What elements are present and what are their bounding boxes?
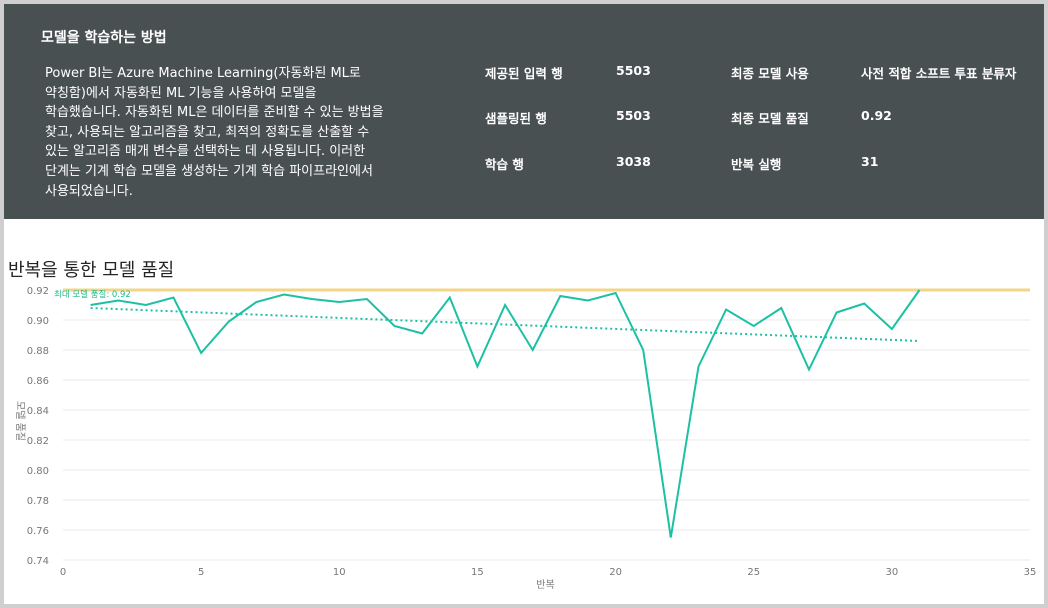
stat-label-final-model: 최종 모델 사용 — [731, 66, 809, 81]
stat-label-final-quality: 최종 모델 품질 — [731, 111, 809, 126]
y-tick-label: 0.92 — [27, 286, 49, 297]
quality-series-line — [90, 289, 921, 538]
x-tick-label: 25 — [747, 567, 760, 578]
x-tick-label: 5 — [198, 567, 204, 578]
y-tick-label: 0.76 — [27, 526, 49, 537]
training-summary-panel: 모델을 학습하는 방법 Power BI는 Azure Machine Lear… — [4, 4, 1044, 219]
x-tick-label: 35 — [1024, 567, 1037, 578]
y-tick-label: 0.82 — [27, 436, 49, 447]
report-frame: 모델을 학습하는 방법 Power BI는 Azure Machine Lear… — [4, 4, 1044, 604]
x-tick-label: 20 — [609, 567, 622, 578]
model-quality-chart: 0.74 0.76 0.78 0.80 0.82 0.84 0.86 0.88 0.90 0.92… — [14, 286, 1036, 591]
y-tick-label: 0.84 — [27, 406, 49, 417]
y-tick-label: 0.78 — [27, 496, 49, 507]
trend-line — [90, 307, 920, 342]
y-tick-label: 0.80 — [27, 466, 49, 477]
max-quality-annotation: 최대 모델 품질: 0.92 — [54, 289, 131, 300]
panel-title: 모델을 학습하는 방법 — [41, 30, 167, 46]
stat-label-input-rows: 제공된 입력 행 — [485, 66, 563, 81]
chart-title: 반복을 통한 모델 품질 — [8, 260, 175, 281]
stat-value-training-rows: 3038 — [616, 154, 651, 169]
x-tick-label: 0 — [60, 567, 66, 578]
chart-axes: 0.74 0.76 0.78 0.80 0.82 0.84 0.86 0.88 0.90 0.92… — [14, 286, 1036, 591]
y-tick-label: 0.74 — [27, 556, 49, 567]
stat-value-iterations: 31 — [861, 154, 879, 169]
x-tick-label: 10 — [333, 567, 346, 578]
stat-value-input-rows: 5503 — [616, 63, 651, 78]
y-tick-label: 0.88 — [27, 346, 49, 357]
chart-marks: 최대 모델 품질: 0.92 — [54, 288, 1030, 538]
chart-grid — [63, 289, 1030, 561]
x-axis-label: 반복 — [536, 579, 554, 591]
stat-value-final-model: 사전 적합 소프트 투표 분류자 — [861, 66, 1017, 81]
stat-label-sampled-rows: 샘플링된 행 — [485, 111, 547, 126]
y-tick-label: 0.86 — [27, 376, 49, 387]
stat-label-training-rows: 학습 행 — [485, 157, 524, 172]
stat-label-iterations: 반복 실행 — [731, 157, 782, 172]
y-axis-label: 모델 품질 — [14, 401, 26, 441]
stat-value-final-quality: 0.92 — [861, 108, 892, 123]
y-tick-label: 0.90 — [27, 316, 49, 327]
x-tick-label: 15 — [471, 567, 484, 578]
training-description: Power BI는 Azure Machine Learning(자동화된 ML… — [45, 66, 384, 199]
stat-value-sampled-rows: 5503 — [616, 108, 651, 123]
x-tick-label: 30 — [885, 567, 898, 578]
